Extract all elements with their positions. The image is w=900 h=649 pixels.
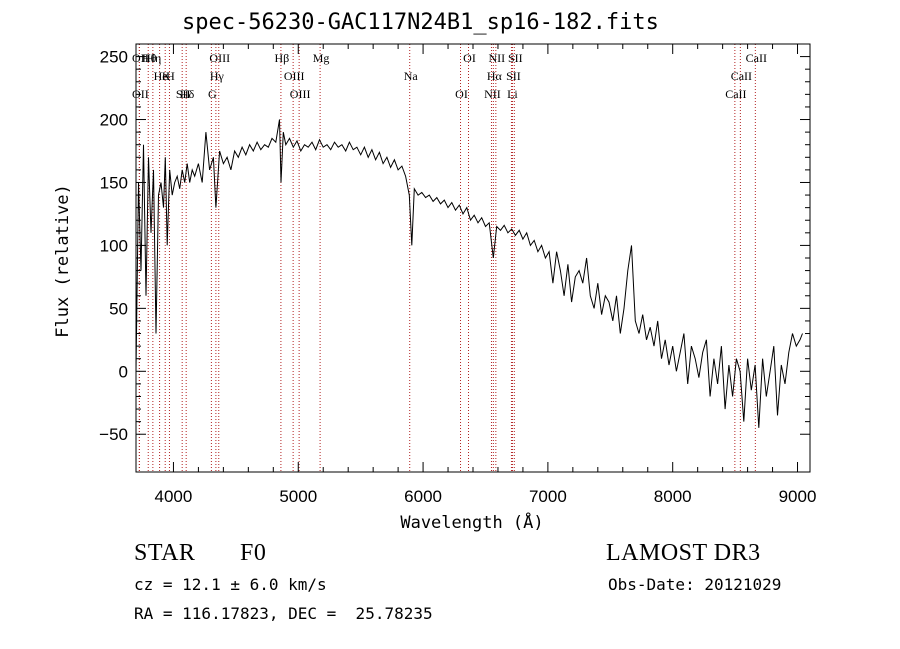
spectral-line-label: Hβ: [275, 51, 290, 65]
spectral-line-label: SII: [508, 51, 523, 65]
y-axis-ticks: −50 0 50 100 150 200 250: [99, 43, 810, 444]
coordinates: RA = 116.17823, DEC = 25.78235: [134, 604, 433, 623]
x-tick-label: 6000: [404, 487, 442, 506]
spectral-line-label: Hα: [487, 69, 503, 83]
spectral-line-label: OIII: [284, 69, 305, 83]
redshift-cz: cz = 12.1 ± 6.0 km/s: [134, 575, 327, 594]
y-tick-label: −50: [99, 425, 128, 444]
spectral-line-label: H: [166, 69, 175, 83]
spectral-line-label: Hδ: [180, 87, 195, 101]
x-tick-label: 4000: [155, 487, 193, 506]
x-axis-label: Wavelength (Å): [400, 511, 543, 533]
spectral-line-label: Hγ: [210, 69, 225, 83]
spectral-line-label: CaII: [746, 51, 767, 65]
x-tick-label: 8000: [654, 487, 692, 506]
spectral-line-label: NII: [489, 51, 506, 65]
x-tick-label: 5000: [279, 487, 317, 506]
spectral-line-label: NII: [484, 87, 501, 101]
spectral-line-label: He: [154, 69, 168, 83]
spectral-line-label: OIII: [209, 51, 230, 65]
spectral-line-label: OI: [455, 87, 468, 101]
y-tick-label: 250: [100, 48, 128, 67]
y-tick-label: 200: [100, 111, 128, 130]
survey-name: LAMOST DR3: [606, 540, 761, 566]
spectral-line-label: Mg: [313, 51, 330, 65]
x-tick-label: 9000: [779, 487, 817, 506]
x-axis-ticks: 4000 5000 6000 7000 8000 9000: [155, 44, 817, 506]
spectral-line-label: CaII: [731, 69, 752, 83]
y-tick-label: 0: [119, 362, 128, 381]
spectral-line-label: Li: [507, 87, 518, 101]
spectral-line-label: Na: [404, 69, 419, 83]
spectral-line-markers: [138, 44, 756, 472]
x-tick-label: 7000: [529, 487, 567, 506]
obs-date: Obs-Date: 20121029: [608, 575, 782, 594]
object-class: STAR: [134, 540, 196, 566]
spectral-line-label: Hη: [146, 51, 161, 65]
subclass: F0: [240, 540, 267, 566]
y-tick-label: 100: [100, 236, 128, 255]
spectrum-line: [135, 119, 803, 428]
spectral-line-label: OIII: [290, 87, 311, 101]
chart-title: spec-56230-GAC117N24B1_sp16-182.fits: [182, 10, 659, 35]
spectral-line-label: SII: [176, 87, 191, 101]
y-tick-label: 50: [109, 299, 128, 318]
spectral-line-label: K: [162, 69, 171, 83]
plot-frame: [135, 43, 811, 473]
spectral-line-label: SII: [506, 69, 521, 83]
spectral-line-label: G: [208, 87, 217, 101]
spectral-line-label: CaII: [725, 87, 746, 101]
y-tick-label: 150: [100, 173, 128, 192]
spectral-line-labels: HθKHδOIIHeSIIOIIIHγOIIHηHGHβOIIIOIIIMgNa…: [132, 51, 767, 101]
y-axis-label: Flux (relative): [53, 184, 73, 338]
spectral-line-label: Hθ: [142, 51, 157, 65]
spectral-line-label: OI: [463, 51, 476, 65]
